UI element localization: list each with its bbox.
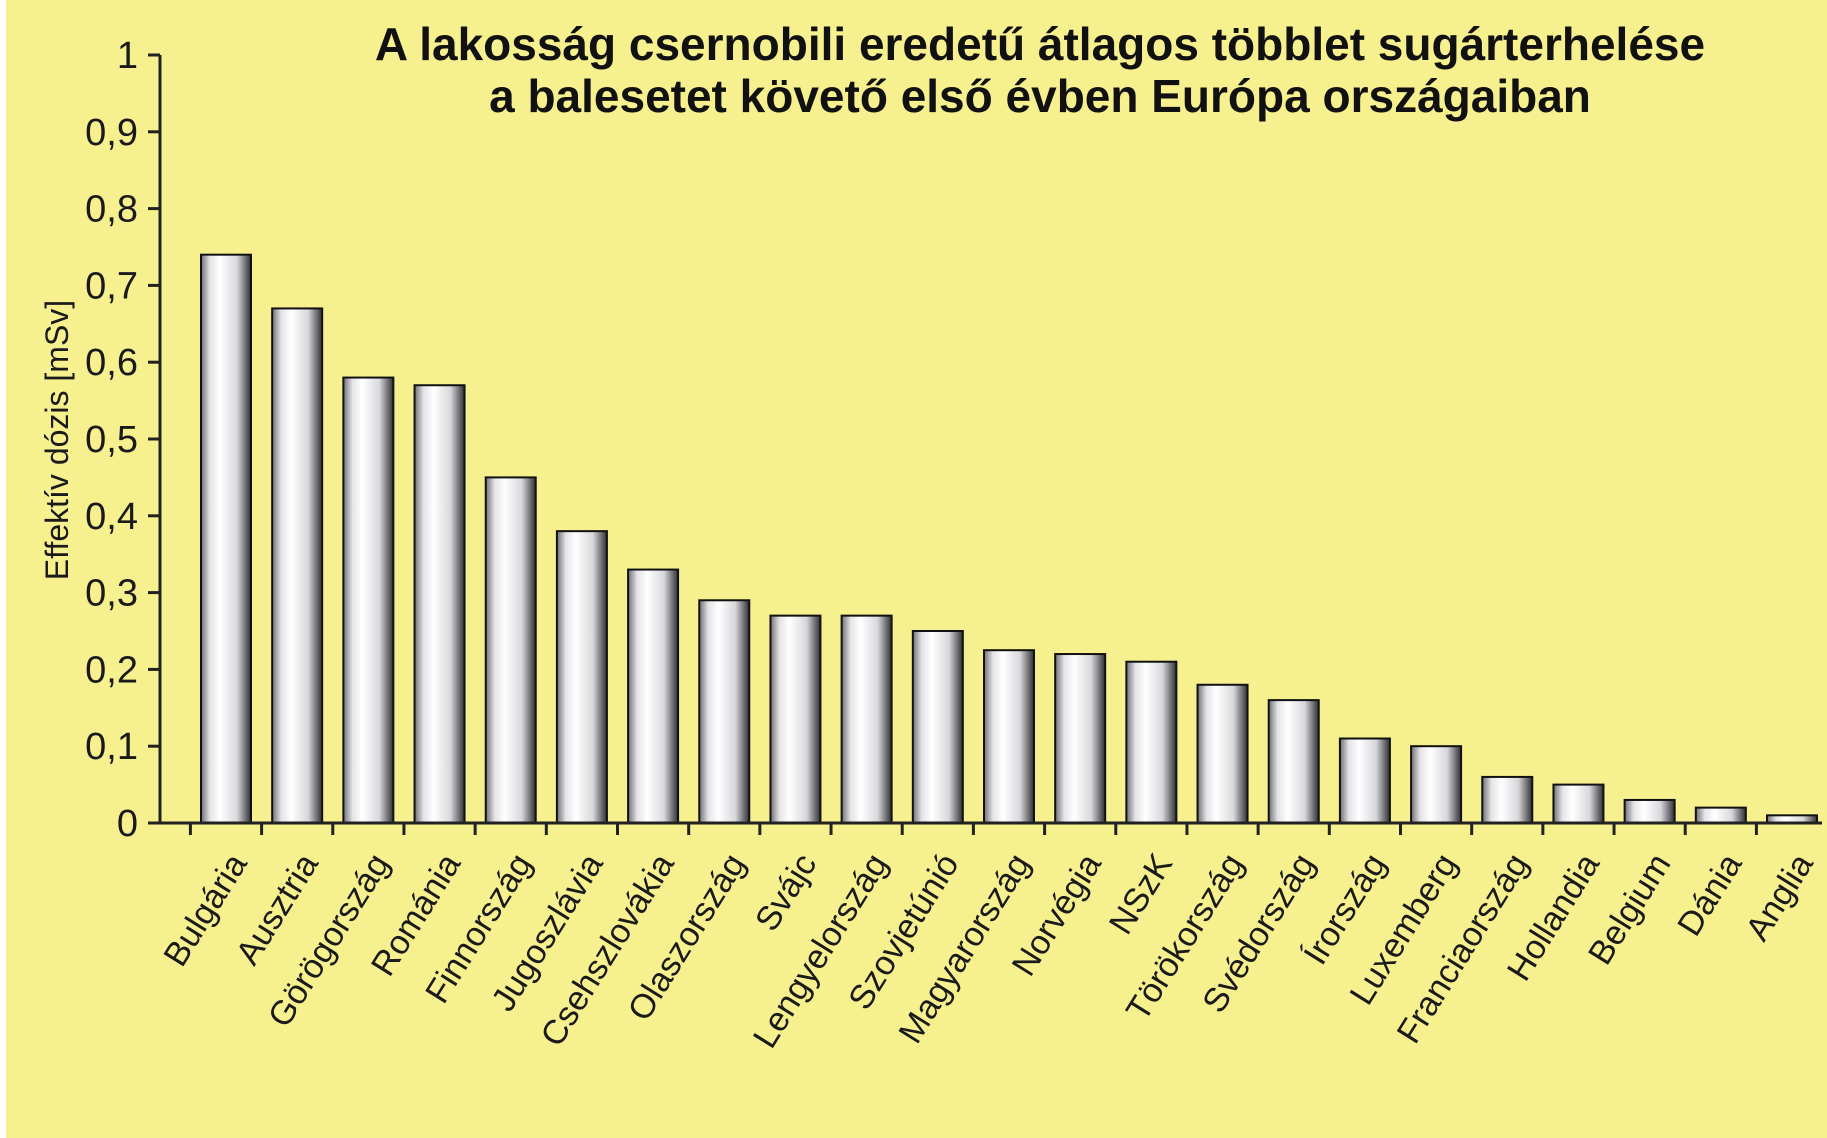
bar [1125, 660, 1178, 824]
bar [983, 649, 1035, 825]
bar [769, 614, 822, 825]
bar [698, 599, 751, 825]
y-axis-label: Effektív dózis [mSv] [39, 300, 75, 580]
y-tick-label: 0 [117, 803, 138, 845]
y-tick-label: 0,9 [85, 112, 138, 154]
bar [342, 376, 395, 824]
bar [1552, 783, 1605, 824]
y-tick-label: 0,4 [85, 496, 138, 538]
bar [1054, 653, 1107, 824]
y-tick-label: 0,1 [85, 726, 138, 768]
bar [1196, 683, 1249, 825]
bar [413, 384, 466, 824]
bar [271, 307, 324, 824]
bar [1694, 806, 1747, 825]
y-tick-label: 1 [117, 35, 138, 77]
y-tick-label: 0,3 [85, 573, 138, 615]
bar [840, 614, 893, 825]
bar [1481, 775, 1534, 824]
bar [200, 253, 252, 824]
y-axis: 0 0,1 0,2 0,3 0,4 0,5 0,6 0,7 0,8 0,9 1 [85, 35, 162, 845]
bar [1410, 745, 1463, 825]
y-tick-label: 0,6 [85, 342, 138, 384]
y-tick-label: 0,5 [85, 419, 138, 461]
y-tick-label: 0,2 [85, 649, 138, 691]
chart-title: A lakosság csernobili eredetű átlagos tö… [375, 18, 1705, 70]
bar [555, 530, 608, 824]
y-tick-label: 0,7 [85, 265, 138, 307]
bar [484, 476, 537, 824]
chart-subtitle: a balesetet követő első évben Európa ors… [489, 70, 1591, 122]
bar [1267, 699, 1320, 824]
bar [627, 568, 680, 824]
y-tick-label: 0,8 [85, 189, 138, 231]
bar [1338, 737, 1391, 825]
bar [1623, 798, 1676, 825]
bar [911, 630, 964, 824]
